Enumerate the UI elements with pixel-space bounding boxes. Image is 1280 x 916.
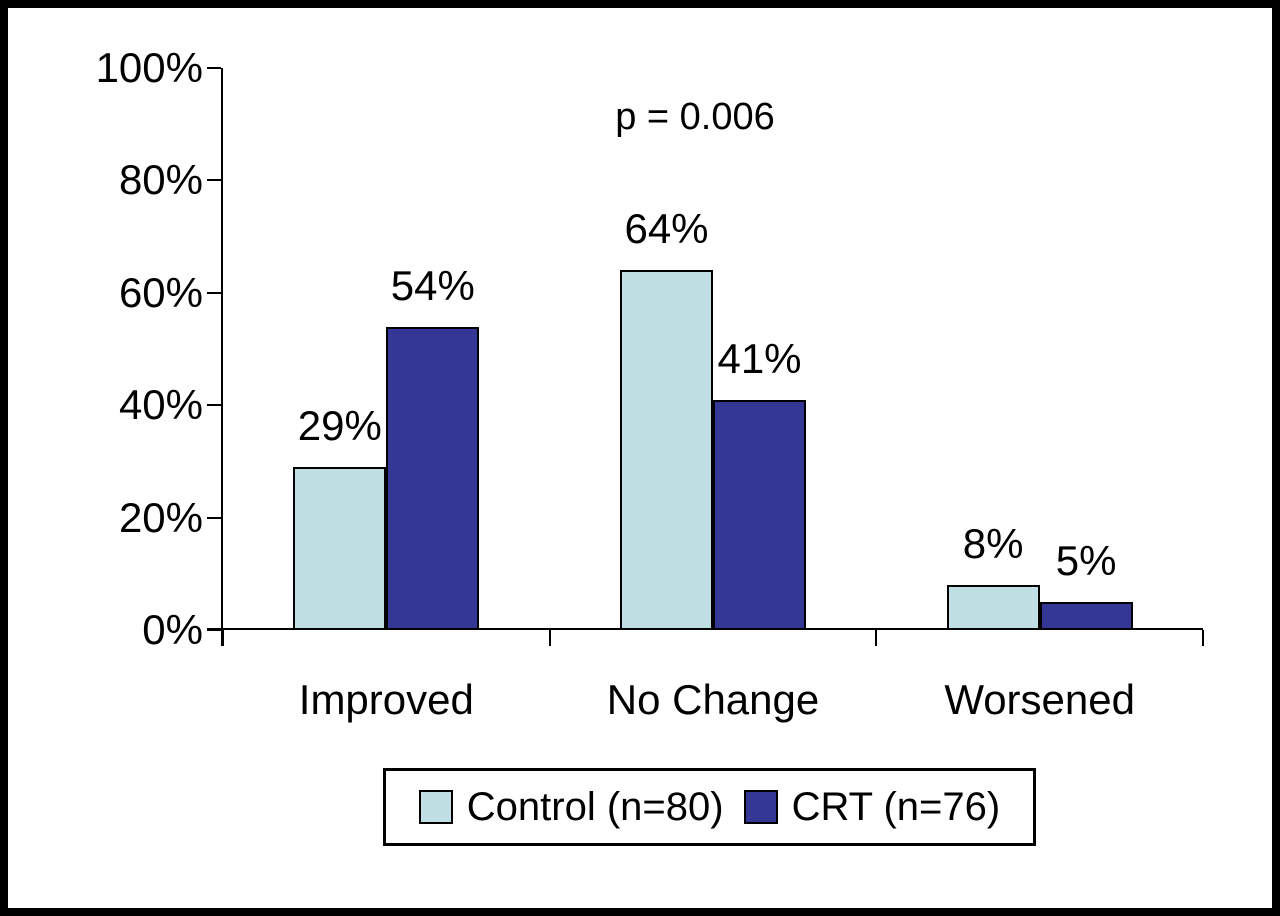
y-axis-tick-label: 40% xyxy=(118,381,203,429)
bar-control-worsened xyxy=(946,585,1040,630)
bar-control-no-change xyxy=(620,270,713,630)
x-axis-tick xyxy=(875,630,878,646)
legend-swatch-control-icon xyxy=(418,790,453,824)
x-axis-tick xyxy=(222,630,224,646)
y-axis xyxy=(221,68,223,646)
y-axis-tick-label: 80% xyxy=(118,156,203,204)
bar-control-improved xyxy=(293,467,387,630)
category-label-worsened: Worsened xyxy=(944,676,1135,723)
bar-crt-improved xyxy=(386,326,480,630)
y-axis-tick-label: 100% xyxy=(95,44,203,91)
bar-value-label: 29% xyxy=(297,402,382,450)
y-axis-tick xyxy=(207,291,221,294)
category-label-improved: Improved xyxy=(298,676,474,723)
x-axis-tick xyxy=(548,630,551,646)
y-axis-tick xyxy=(207,404,221,407)
y-axis-tick xyxy=(207,179,221,182)
legend-item-crt: CRT (n=76) xyxy=(743,784,1001,830)
y-axis-tick-label: 60% xyxy=(118,268,203,316)
bar-value-label: 41% xyxy=(717,334,802,382)
bar-value-label: 5% xyxy=(1055,536,1117,584)
y-axis-tick-label: 20% xyxy=(118,493,203,541)
legend: Control (n=80) CRT (n=76) xyxy=(383,768,1036,846)
bar-crt-worsened xyxy=(1039,601,1133,630)
bar-value-label: 8% xyxy=(962,520,1024,568)
category-label-no-change: No Change xyxy=(606,676,820,723)
legend-label-crt: CRT (n=76) xyxy=(791,784,1001,829)
y-axis-tick xyxy=(207,516,221,519)
y-axis-tick xyxy=(207,629,221,631)
bar-crt-no-change xyxy=(713,399,806,630)
x-axis-tick xyxy=(1202,630,1204,646)
legend-label-control: Control (n=80) xyxy=(466,784,724,829)
y-axis-tick-label: 0% xyxy=(142,606,203,653)
p-value-annotation: p = 0.006 xyxy=(615,96,775,138)
bar-value-label: 64% xyxy=(624,205,709,253)
bar-value-label: 54% xyxy=(390,261,475,309)
legend-swatch-crt-icon xyxy=(743,790,778,824)
legend-item-control: Control (n=80) xyxy=(418,784,724,830)
y-axis-tick xyxy=(207,67,221,69)
